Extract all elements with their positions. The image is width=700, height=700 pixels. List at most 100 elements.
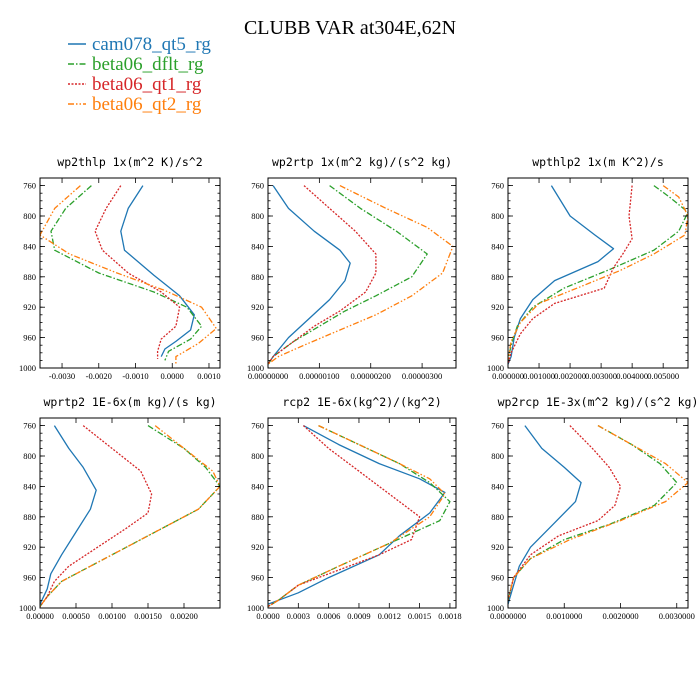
y-tick-label: 1000 — [19, 363, 36, 373]
plot-frame — [267, 417, 457, 609]
panel-5: rcp2 1E-6x(kg^2)/(kg^2) 760 800 840 880 920 96… — [247, 395, 462, 621]
x-tick-label: 0.005000 — [647, 371, 679, 381]
y-tick-label: 800 — [23, 451, 36, 461]
x-tick-label: -0.0030 — [49, 371, 75, 381]
x-tick-label: 0.0000 — [256, 611, 279, 621]
x-tick-label: 0.00150 — [134, 611, 162, 621]
series-line-beta06_dflt_rg — [508, 185, 688, 361]
y-tick-label: 800 — [251, 451, 264, 461]
y-tick-label: 1000 — [19, 603, 36, 613]
series-line-beta06_dflt_rg — [268, 185, 428, 365]
y-tick-label: 760 — [23, 181, 36, 191]
x-tick-label: 0.002000 — [554, 371, 586, 381]
legend: cam078_qt5_rgbeta06_dflt_rgbeta06_qt1_rg… — [68, 34, 211, 115]
y-tick-label: 1000 — [487, 363, 504, 373]
x-tick-label: 0.0030000 — [659, 611, 695, 621]
x-tick-label: 0.00000 — [26, 611, 54, 621]
series-line-cam078_qt5_rg — [268, 185, 351, 365]
y-tick-label: 880 — [251, 512, 264, 522]
y-tick-label: 800 — [251, 211, 264, 221]
legend-entry: cam078_qt5_rg — [92, 34, 211, 55]
panel-6: wp2rcp 1E-3x(m^2 kg)/(s^2 kg) 760 800 840 88… — [487, 395, 698, 621]
y-tick-label: 840 — [491, 241, 504, 251]
y-tick-label: 960 — [23, 573, 36, 583]
series-line-beta06_qt2_rg — [508, 185, 688, 361]
x-tick-label: 0.0009 — [347, 611, 370, 621]
x-tick-label: 0.00050 — [62, 611, 90, 621]
y-tick-label: 760 — [491, 421, 504, 431]
legend-entry: beta06_qt1_rg — [92, 74, 202, 95]
series-line-cam078_qt5_rg — [508, 425, 582, 605]
panel-title: wpthlp2 1x(m K^2)/s — [532, 155, 664, 169]
plot-frame — [507, 177, 689, 369]
x-tick-label: 0.0018 — [438, 611, 461, 621]
series-line-beta06_dflt_rg — [268, 425, 451, 608]
series-line-cam078_qt5_rg — [120, 185, 195, 357]
y-tick-label: 960 — [23, 333, 36, 343]
y-tick-label: 1000 — [247, 363, 264, 373]
x-tick-label: -0.0020 — [86, 371, 112, 381]
x-tick-label: 0.0020000 — [602, 611, 638, 621]
x-tick-label: 0.00100 — [98, 611, 126, 621]
series-line-beta06_dflt_rg — [508, 425, 678, 601]
series-line-cam078_qt5_rg — [508, 185, 615, 365]
y-tick-label: 880 — [23, 512, 36, 522]
series-line-cam078_qt5_rg — [268, 425, 446, 605]
plot-frame — [267, 177, 457, 369]
x-tick-label: 0.00000100 — [299, 371, 339, 381]
series-line-beta06_qt2_rg — [508, 425, 688, 601]
series-line-beta06_qt1_rg — [40, 425, 153, 607]
y-tick-label: 760 — [23, 421, 36, 431]
panel-title: wp2rcp 1E-3x(m^2 kg)/(s^2 kg) — [498, 395, 699, 409]
x-tick-label: 0.0000 — [161, 371, 184, 381]
y-tick-label: 840 — [251, 241, 264, 251]
y-tick-label: 800 — [491, 451, 504, 461]
y-tick-label: 920 — [251, 302, 264, 312]
x-tick-label: 0.004000 — [616, 371, 648, 381]
y-tick-label: 840 — [23, 481, 36, 491]
y-tick-label: 760 — [491, 181, 504, 191]
y-tick-label: 840 — [23, 241, 36, 251]
y-tick-label: 920 — [491, 542, 504, 552]
panels: wp2thlp 1x(m^2 K)/s^2 760 800 840 880 920 960 1… — [19, 155, 698, 621]
x-tick-label: 0.0006 — [317, 611, 340, 621]
panel-title: rcp2 1E-6x(kg^2)/(kg^2) — [282, 395, 441, 409]
panel-title: wprtp2 1E-6x(m kg)/(s kg) — [43, 395, 216, 409]
series-line-beta06_qt1_rg — [268, 185, 377, 365]
y-tick-label: 920 — [251, 542, 264, 552]
y-tick-label: 880 — [23, 272, 36, 282]
y-tick-label: 880 — [251, 272, 264, 282]
series-line-beta06_qt1_rg — [94, 185, 181, 359]
x-tick-label: 0.001000 — [523, 371, 555, 381]
y-tick-label: 920 — [491, 302, 504, 312]
series-line-beta06_qt2_rg — [40, 185, 217, 365]
x-tick-label: -0.0010 — [122, 371, 148, 381]
legend-entry: beta06_qt2_rg — [92, 94, 202, 115]
x-tick-label: 0.000000 — [492, 371, 524, 381]
y-tick-label: 1000 — [247, 603, 264, 613]
series-line-cam078_qt5_rg — [40, 425, 97, 605]
y-tick-label: 880 — [491, 512, 504, 522]
plot-frame — [39, 417, 221, 609]
legend-entry: beta06_dflt_rg — [92, 54, 204, 75]
y-tick-label: 840 — [491, 481, 504, 491]
figure-title: CLUBB VAR at304E,62N — [244, 17, 456, 39]
panel-title: wp2thlp 1x(m^2 K)/s^2 — [57, 155, 202, 169]
x-tick-label: 0.0010 — [197, 371, 220, 381]
x-tick-label: 0.003000 — [585, 371, 617, 381]
y-tick-label: 760 — [251, 181, 264, 191]
x-tick-label: 0.0010000 — [546, 611, 582, 621]
panel-4: wprtp2 1E-6x(m kg)/(s kg) 760 800 840 880 920… — [19, 395, 221, 621]
series-line-beta06_qt1_rg — [268, 425, 421, 608]
x-tick-label: 0.0003 — [287, 611, 310, 621]
series-line-beta06_dflt_rg — [50, 185, 203, 361]
panel-3: wpthlp2 1x(m K^2)/s 760 800 840 880 920 960 100… — [487, 155, 689, 381]
y-tick-label: 800 — [23, 211, 36, 221]
x-tick-label: 0.0000000 — [490, 611, 526, 621]
panel-2: wp2rtp 1x(m^2 kg)/(s^2 kg) 760 800 840 880 92… — [247, 155, 457, 381]
y-tick-label: 840 — [251, 481, 264, 491]
series-line-beta06_qt2_rg — [40, 425, 220, 607]
x-tick-label: 0.0012 — [378, 611, 401, 621]
y-tick-label: 1000 — [487, 603, 504, 613]
series-line-beta06_qt2_rg — [268, 185, 454, 365]
